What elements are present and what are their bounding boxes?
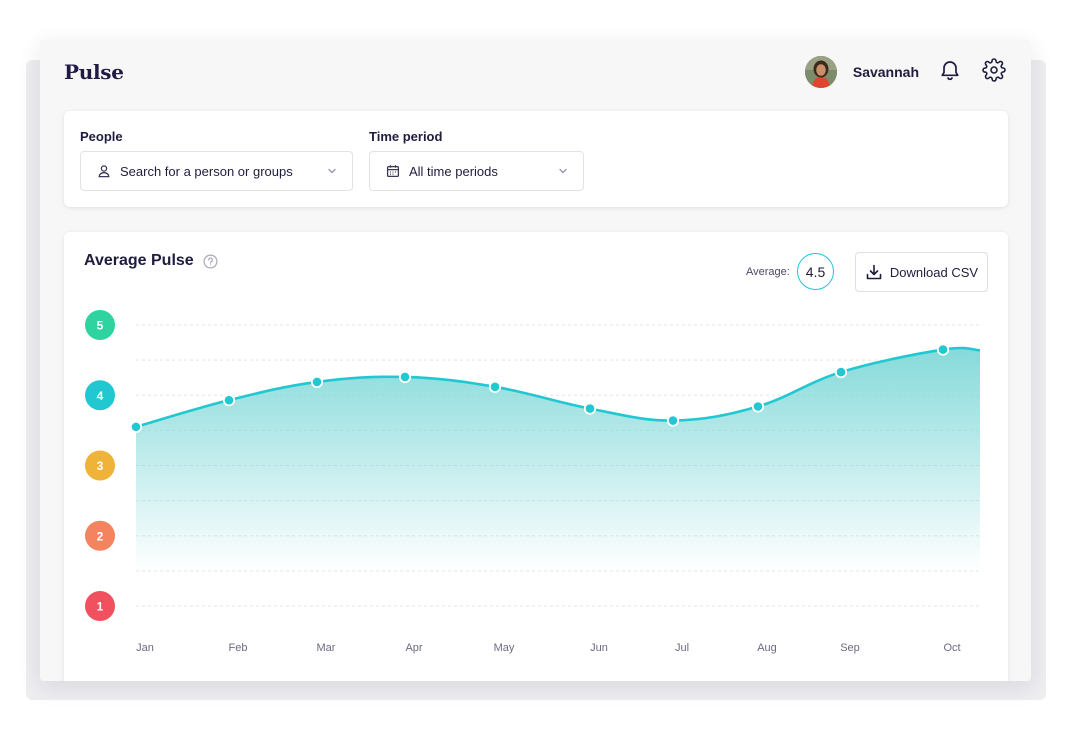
data-point — [834, 365, 848, 379]
settings-button[interactable] — [981, 57, 1007, 87]
filters-panel: People Search for a person or groups Tim… — [64, 111, 1008, 207]
y-level-badge — [85, 591, 115, 621]
y-tick-label: 4 — [97, 389, 104, 403]
x-tick-label: Mar — [317, 642, 336, 654]
y-tick-label: 3 — [97, 459, 104, 473]
app-window: Pulse Savannah — [40, 40, 1031, 681]
x-tick-label: Jan — [136, 642, 154, 654]
data-point — [222, 394, 236, 407]
y-tick-label: 2 — [97, 529, 104, 543]
download-csv-button[interactable]: Download CSV — [855, 252, 988, 292]
average-value-badge: 4.5 — [797, 253, 834, 290]
x-tick-label: Aug — [757, 642, 777, 654]
y-level-badge — [85, 310, 115, 340]
average-pulse-card: 5 4 3 2 1 Jan Feb Mar Apr May Jun Jul Aug Sep Oct Aver… — [64, 232, 1008, 681]
people-label: People — [80, 129, 123, 144]
x-tick-label: Jul — [675, 642, 689, 654]
data-point — [129, 420, 143, 433]
calendar-icon — [386, 164, 400, 178]
notifications-button[interactable] — [937, 59, 963, 85]
person-icon — [97, 164, 111, 178]
download-icon — [865, 263, 890, 281]
people-filter: People Search for a person or groups — [80, 129, 353, 191]
x-tick-label: Feb — [229, 642, 248, 654]
y-level-badge — [85, 380, 115, 411]
pulse-chart: 5 4 3 2 1 Jan Feb Mar Apr May Jun Jul Aug Sep Oct — [85, 310, 982, 654]
x-tick-label: Oct — [943, 642, 960, 654]
chevron-down-icon — [326, 165, 338, 177]
average-label: Average: — [746, 266, 790, 278]
y-level-badge — [85, 450, 115, 481]
user-bar: Savannah — [804, 56, 1007, 88]
data-point — [666, 414, 680, 427]
chart-title-text: Average Pulse — [84, 252, 194, 269]
time-period-label: Time period — [369, 129, 443, 144]
gear-icon — [982, 57, 1006, 87]
people-search-placeholder: Search for a person or groups — [120, 163, 293, 179]
time-period-filter: Time period All time periods — [369, 129, 584, 191]
y-tick-label: 1 — [97, 600, 104, 614]
people-search-select[interactable]: Search for a person or groups — [80, 151, 353, 191]
time-period-select[interactable]: All time periods — [369, 151, 584, 191]
avatar[interactable] — [804, 56, 837, 88]
x-tick-label: Sep — [840, 642, 860, 654]
chevron-down-icon — [557, 165, 569, 177]
x-tick-label: Jun — [590, 642, 608, 654]
data-point — [310, 375, 324, 389]
user-name[interactable]: Savannah — [852, 64, 919, 80]
data-point — [398, 370, 412, 384]
x-tick-label: May — [494, 642, 515, 654]
y-tick-label: 5 — [97, 319, 104, 333]
app-logo: Pulse — [64, 60, 124, 84]
x-tick-label: Apr — [405, 642, 422, 654]
bell-icon — [938, 58, 962, 87]
y-level-badge — [85, 520, 115, 551]
data-point — [751, 400, 765, 413]
download-csv-label: Download CSV — [889, 264, 979, 280]
data-point — [583, 402, 597, 415]
help-icon[interactable] — [203, 253, 218, 269]
series-area — [136, 347, 980, 572]
data-point — [936, 343, 950, 356]
chart-title: Average Pulse — [84, 252, 218, 270]
time-period-value: All time periods — [409, 163, 498, 179]
data-point — [488, 380, 502, 393]
